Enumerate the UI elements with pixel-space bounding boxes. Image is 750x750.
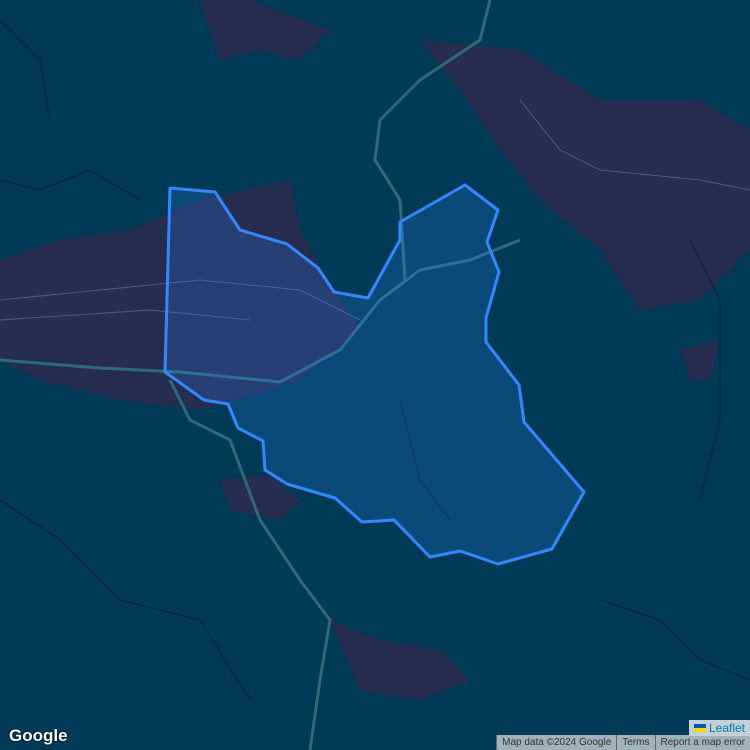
leaflet-label[interactable]: Leaflet bbox=[708, 721, 745, 735]
ukraine-flag-icon bbox=[693, 724, 706, 732]
map-data-attribution: Map data ©2024 Google bbox=[496, 735, 617, 750]
leaflet-attribution-link[interactable]: Leaflet bbox=[688, 720, 750, 736]
area-polygon[interactable] bbox=[163, 183, 586, 566]
roads bbox=[0, 19, 750, 701]
attribution-bar: Map data ©2024 Google Terms Report a map… bbox=[496, 735, 750, 750]
rivers bbox=[0, 0, 521, 750]
terms-link[interactable]: Terms bbox=[616, 735, 655, 750]
google-logo: Google bbox=[9, 726, 68, 745]
report-map-error-link[interactable]: Report a map error bbox=[654, 735, 750, 750]
streets bbox=[0, 99, 750, 321]
